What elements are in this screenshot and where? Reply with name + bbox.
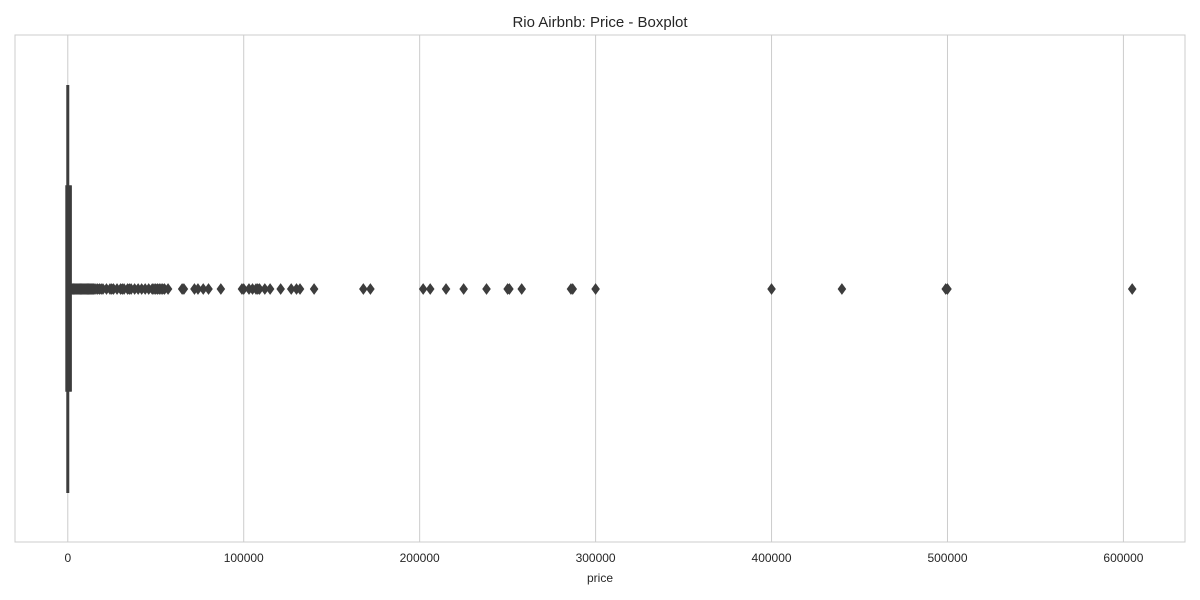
outlier-point — [276, 283, 285, 295]
x-tick-label: 600000 — [1103, 551, 1143, 565]
outlier-point — [505, 283, 514, 295]
x-tick-label: 100000 — [224, 551, 264, 565]
outlier-point — [216, 283, 226, 295]
outlier-point — [179, 283, 189, 295]
x-tick-label: 500000 — [927, 551, 967, 565]
outlier-layer — [66, 283, 1137, 295]
outlier-point — [441, 283, 451, 295]
outlier-point — [425, 283, 435, 295]
outlier-point — [1127, 283, 1137, 295]
outlier-point — [295, 283, 305, 295]
outlier-point — [265, 283, 275, 295]
outlier-point — [943, 283, 952, 295]
x-tick-label: 0 — [64, 551, 71, 565]
outlier-point — [837, 283, 847, 295]
chart-title: Rio Airbnb: Price - Boxplot — [512, 14, 688, 31]
plot-frame — [14, 34, 1186, 543]
outlier-point — [163, 283, 173, 295]
outlier-point — [204, 283, 213, 295]
outlier-point — [366, 283, 375, 295]
x-tick-label: 200000 — [400, 551, 440, 565]
outlier-point — [309, 283, 319, 295]
outlier-point — [459, 283, 468, 295]
outlier-point — [517, 283, 527, 295]
outlier-point — [568, 283, 578, 295]
outlier-point — [418, 283, 428, 295]
outlier-point — [482, 283, 491, 295]
x-tick-label: 400000 — [752, 551, 792, 565]
outlier-point — [359, 283, 368, 295]
x-tick-label: 300000 — [576, 551, 616, 565]
outlier-point — [591, 283, 600, 295]
outlier-point — [767, 283, 776, 295]
x-axis-label: price — [587, 571, 613, 585]
tick-layer: 0 100000 200000 300000 400000 500000 600000 — [64, 551, 1143, 565]
